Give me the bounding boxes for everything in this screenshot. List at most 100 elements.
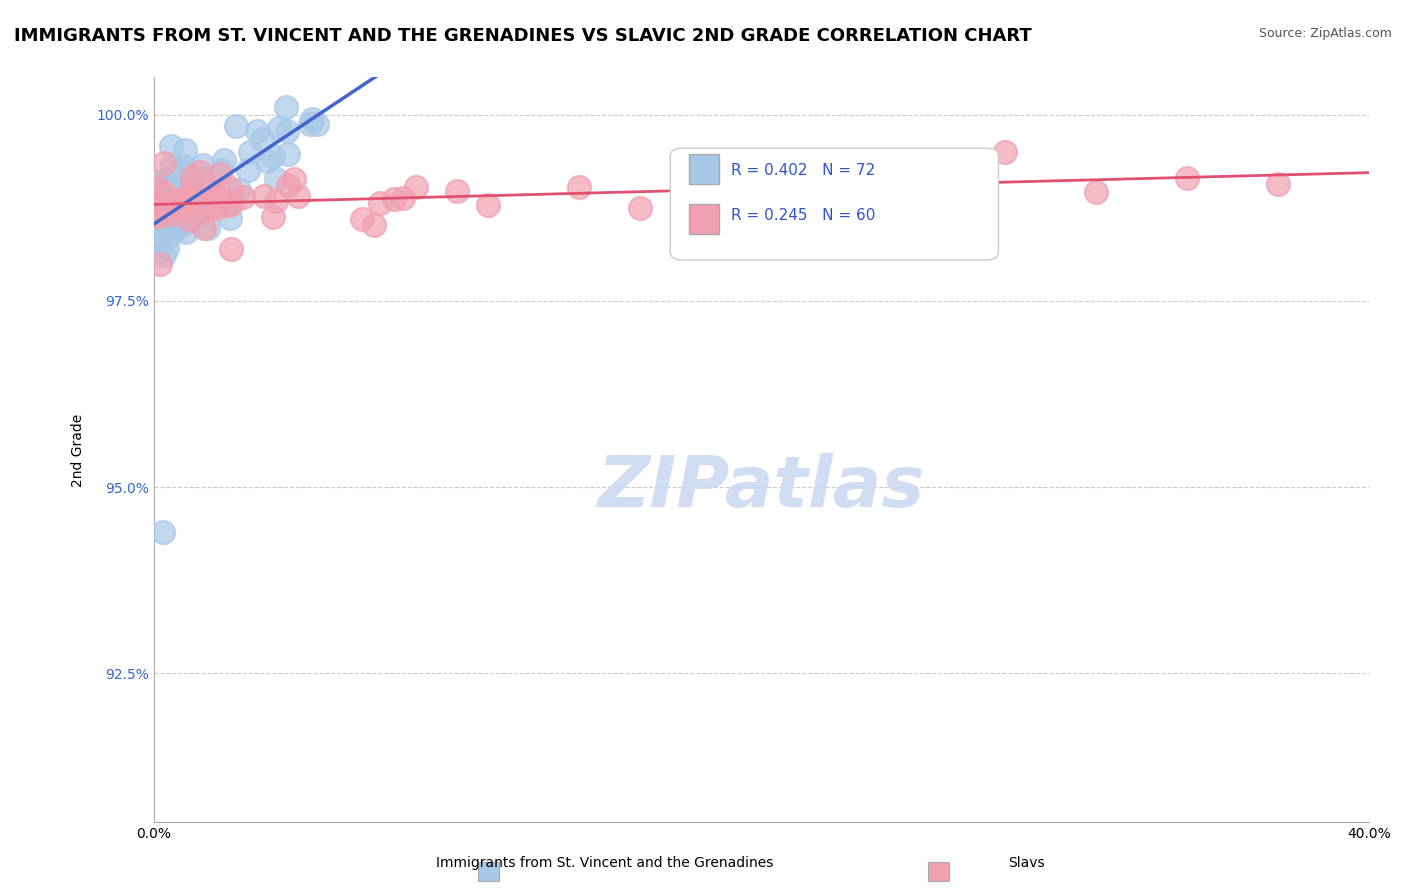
- Point: [162, 201, 184, 215]
- Point: [568, 179, 591, 194]
- Point: [197, 202, 219, 216]
- Point: [159, 227, 181, 242]
- Point: [720, 184, 742, 198]
- Point: [307, 117, 329, 131]
- Point: [156, 208, 179, 222]
- Point: [218, 198, 240, 212]
- Point: [176, 225, 198, 239]
- Point: [153, 155, 176, 169]
- Point: [180, 182, 202, 196]
- Point: [246, 124, 269, 138]
- Point: [180, 169, 202, 184]
- Point: [149, 231, 172, 245]
- Point: [166, 194, 188, 208]
- Point: [162, 178, 184, 193]
- Point: [166, 177, 188, 191]
- Point: [228, 183, 250, 197]
- Point: [156, 176, 179, 190]
- Point: [162, 206, 184, 220]
- Point: [167, 167, 190, 181]
- Point: [159, 171, 181, 186]
- Point: [277, 147, 299, 161]
- Point: [263, 211, 285, 225]
- Point: [205, 201, 228, 215]
- Point: [283, 172, 305, 186]
- Point: [350, 211, 373, 226]
- Point: [159, 139, 181, 153]
- Point: [811, 175, 834, 189]
- Point: [176, 205, 198, 219]
- Point: [250, 132, 273, 146]
- Point: [384, 192, 406, 206]
- Point: [252, 189, 274, 203]
- Point: [262, 149, 284, 163]
- Point: [368, 196, 391, 211]
- Point: [219, 181, 242, 195]
- Point: [156, 241, 179, 255]
- Point: [200, 184, 222, 198]
- Point: [166, 221, 188, 235]
- Point: [155, 224, 177, 238]
- Point: [153, 175, 176, 189]
- Text: R = 0.245   N = 60: R = 0.245 N = 60: [731, 208, 876, 223]
- Point: [225, 119, 247, 133]
- Bar: [689, 154, 718, 184]
- Point: [173, 217, 195, 231]
- Point: [156, 194, 179, 209]
- Point: [207, 191, 229, 205]
- Point: [143, 208, 166, 222]
- Point: [167, 200, 190, 214]
- Point: [1267, 178, 1289, 192]
- Y-axis label: 2nd Grade: 2nd Grade: [72, 413, 86, 486]
- Point: [301, 112, 323, 126]
- Bar: [689, 204, 718, 234]
- Point: [446, 184, 468, 198]
- Point: [148, 176, 170, 190]
- Point: [405, 180, 427, 194]
- Point: [174, 166, 197, 180]
- FancyBboxPatch shape: [671, 148, 998, 260]
- Point: [236, 162, 259, 177]
- Point: [149, 238, 172, 252]
- Point: [174, 206, 197, 220]
- Point: [150, 197, 173, 211]
- Point: [150, 184, 173, 198]
- Point: [174, 143, 197, 157]
- Point: [264, 172, 287, 186]
- Point: [191, 158, 214, 172]
- Point: [162, 159, 184, 173]
- Point: [1084, 186, 1107, 200]
- Point: [363, 218, 385, 232]
- Point: [266, 194, 288, 208]
- Text: IMMIGRANTS FROM ST. VINCENT AND THE GRENADINES VS SLAVIC 2ND GRADE CORRELATION C: IMMIGRANTS FROM ST. VINCENT AND THE GREN…: [14, 27, 1032, 45]
- Point: [1175, 171, 1198, 186]
- Point: [298, 117, 321, 131]
- Point: [145, 212, 167, 227]
- Point: [153, 186, 176, 200]
- Point: [152, 197, 174, 211]
- Point: [209, 163, 232, 178]
- Point: [146, 198, 169, 212]
- Point: [256, 153, 278, 168]
- Text: Immigrants from St. Vincent and the Grenadines: Immigrants from St. Vincent and the Gren…: [436, 855, 773, 870]
- Text: R = 0.402   N = 72: R = 0.402 N = 72: [731, 163, 876, 178]
- Point: [156, 185, 179, 199]
- Point: [208, 167, 231, 181]
- Point: [146, 203, 169, 218]
- Point: [165, 202, 187, 216]
- Point: [993, 145, 1015, 159]
- Point: [274, 100, 297, 114]
- Point: [180, 211, 202, 225]
- Point: [160, 213, 183, 227]
- Point: [232, 190, 254, 204]
- Point: [277, 178, 299, 192]
- Point: [181, 188, 204, 202]
- Point: [172, 159, 194, 173]
- Point: [149, 202, 172, 216]
- Point: [153, 248, 176, 262]
- Point: [152, 210, 174, 224]
- Point: [156, 190, 179, 204]
- Point: [146, 203, 169, 218]
- Point: [155, 219, 177, 233]
- Text: Slavs: Slavs: [1008, 855, 1045, 870]
